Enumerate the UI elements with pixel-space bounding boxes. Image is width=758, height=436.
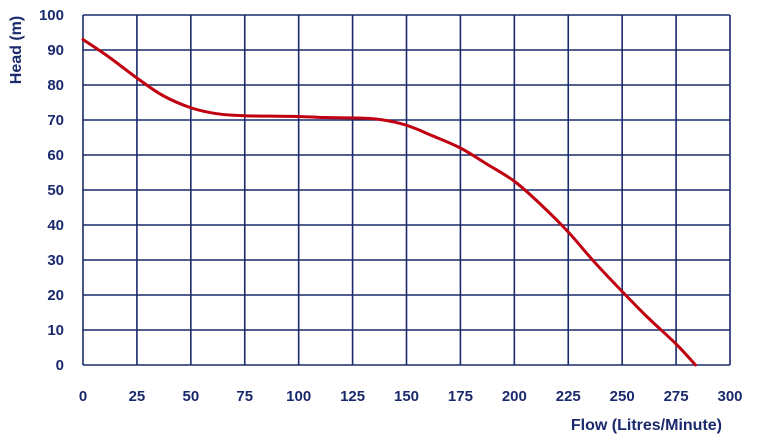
y-tick-labels: 0 10 20 30 40 50 60 70 80 90 100 (39, 7, 64, 374)
y-tick-label: 30 (47, 252, 64, 269)
x-tick-label: 200 (502, 388, 527, 405)
x-tick-label: 25 (129, 388, 146, 405)
x-tick-label: 275 (664, 388, 689, 405)
x-tick-label: 75 (236, 388, 253, 405)
x-tick-label: 150 (394, 388, 419, 405)
x-tick-label: 125 (340, 388, 365, 405)
y-tick-label: 90 (47, 42, 64, 59)
y-tick-label: 40 (47, 217, 64, 234)
x-tick-label: 225 (556, 388, 581, 405)
y-tick-label: 60 (47, 147, 64, 164)
x-tick-label: 0 (79, 388, 87, 405)
y-tick-label: 10 (47, 322, 64, 339)
x-tick-label: 50 (182, 388, 199, 405)
y-tick-label: 0 (56, 357, 64, 374)
x-tick-label: 300 (717, 388, 742, 405)
y-axis-label: Head (m) (8, 16, 25, 84)
x-tick-label: 100 (286, 388, 311, 405)
y-tick-label: 70 (47, 112, 64, 129)
y-tick-label: 100 (39, 7, 64, 24)
x-tick-label: 175 (448, 388, 473, 405)
grid (82, 14, 731, 366)
x-tick-label: 250 (610, 388, 635, 405)
y-tick-label: 20 (47, 287, 64, 304)
x-tick-labels: 0 25 50 75 100 125 150 175 200 225 250 275 300 (79, 388, 743, 405)
x-axis-label: Flow (Litres/Minute) (571, 417, 722, 434)
y-tick-label: 80 (47, 77, 64, 94)
series-line-head-vs-flow (81, 38, 697, 367)
y-tick-label: 50 (47, 182, 64, 199)
